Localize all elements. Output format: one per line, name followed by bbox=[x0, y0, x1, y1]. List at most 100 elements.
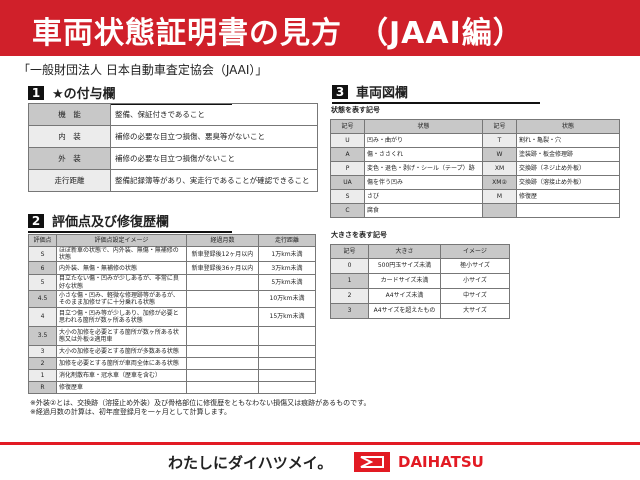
table-cell: 500円玉サイズ未満 bbox=[368, 258, 441, 274]
table-cell: 1 bbox=[330, 273, 369, 289]
section1-title: ★の付与欄 bbox=[52, 87, 116, 102]
table-row: S ほぼ新車の状態で、内外装、無傷・無補修の状態 新車登録後12ヶ月以内 1万km未満 bbox=[28, 245, 316, 263]
table-cell: 傷・ささくれ bbox=[364, 147, 483, 162]
row-text: 補修の必要な目立つ損傷がないこと bbox=[110, 147, 318, 170]
table-row: U 凹み・曲がり T 割れ・亀裂・穴 bbox=[330, 133, 620, 148]
table-cell bbox=[258, 325, 316, 346]
table-row: 6 内外装、無傷・無補修の状態 新車登録後36ヶ月以内 3万km未満 bbox=[28, 261, 316, 276]
table-cell bbox=[186, 344, 259, 358]
table-cell: 3 bbox=[330, 303, 369, 319]
table-row: 内 装補修の必要な目立つ損傷、悪臭等がないこと bbox=[28, 125, 318, 148]
table-cell: 加修を必要とする箇所が車両全体にある状態 bbox=[56, 356, 187, 370]
table-cell: 2 bbox=[330, 288, 369, 304]
row-text: 整備記録簿等があり、実走行であることが確認できること bbox=[110, 169, 318, 192]
state-symbols-title: 状態を表す記号 bbox=[331, 106, 380, 114]
section2-body: 評価点 評価点設定イメージ 経過月数 走行距離 S ほぼ新車の状態で、内外装、無傷… bbox=[28, 234, 628, 418]
table-cell: 大小の加修を必要とする箇所が数ヶ所ある状態又は外板②適用車 bbox=[56, 325, 187, 346]
table-cell bbox=[258, 344, 316, 358]
table-row: 0 500円玉サイズ未満 極小サイズ bbox=[330, 258, 510, 274]
table-cell: 傷を伴う凹み bbox=[364, 175, 483, 190]
table-cell: 修復歴車 bbox=[56, 380, 187, 394]
table-cell: 中サイズ bbox=[440, 288, 510, 304]
table-cell bbox=[258, 380, 316, 394]
table-row: UA 傷を伴う凹み XM② 交換跡（溶接止め外板） bbox=[330, 175, 620, 190]
row-label: 内 装 bbox=[28, 125, 111, 148]
slogan-logo: わたしにダイハツメイ。 bbox=[168, 454, 333, 472]
table-row: R 修復歴車 bbox=[28, 380, 316, 394]
table-cell: 修復歴 bbox=[516, 189, 620, 204]
table-cell: さび bbox=[364, 189, 483, 204]
table-row: A 傷・ささくれ W 塗装跡・板金修理跡 bbox=[330, 147, 620, 162]
state-symbols-table: 記号 状態 記号 状態 U 凹み・曲がり T 割れ・亀裂・穴 A 傷・ささくれ W 塗装跡・板… bbox=[330, 119, 620, 218]
brand-name: DAIHATSU bbox=[398, 453, 484, 471]
table-cell: 大小の加修を必要とする箇所が多数ある状態 bbox=[56, 344, 187, 358]
col-header: イメージ bbox=[440, 244, 510, 259]
table-row: S さび M 修復歴 bbox=[330, 189, 620, 204]
footnote: ※外装②とは、交換跡（溶接止め外装）及び骨格部位に修復歴をともなわない損傷又は痕… bbox=[30, 398, 371, 407]
table-cell: 極小サイズ bbox=[440, 258, 510, 274]
table-row: 4 目立つ傷・凹み等が少しあり、加修が必要と思われる箇所が数ヶ所ある状態 15万km… bbox=[28, 306, 316, 327]
section1-number: 1 bbox=[28, 85, 44, 100]
section3-body: 状態を表す記号 記号 状態 記号 状態 U 凹み・曲がり T 割れ・亀裂・穴 A 傷・ささ… bbox=[330, 105, 620, 319]
table-cell bbox=[516, 203, 620, 218]
table-row: 2 A4サイズ未満 中サイズ bbox=[330, 288, 510, 304]
table-cell: 凹み・曲がり bbox=[364, 133, 483, 148]
table-cell: 新車登録後36ヶ月以内 bbox=[186, 261, 259, 276]
table-cell: 消化剤散布車・冠水車（歴車を含む） bbox=[56, 368, 187, 382]
table-cell: S bbox=[330, 189, 365, 204]
table-cell: 4 bbox=[28, 306, 57, 327]
table-row: 4.5 小さな傷・凹み、軽微な修理跡等があるが、そのまま加修せずに十分乗れる状態 1… bbox=[28, 289, 316, 308]
section2-number: 2 bbox=[28, 213, 44, 228]
table-cell bbox=[258, 356, 316, 370]
grade-table: 評価点 評価点設定イメージ 経過月数 走行距離 S ほぼ新車の状態で、内外装、無傷… bbox=[28, 234, 316, 394]
table-cell: 6 bbox=[28, 261, 57, 276]
footnote: ※経過月数の計算は、初年度登録月を一ヶ月として計算します。 bbox=[30, 408, 231, 417]
star-table: 機 能整備、保証付きであること 内 装補修の必要な目立つ損傷、悪臭等がないこと … bbox=[28, 103, 318, 192]
col-header: 評価点 bbox=[28, 234, 57, 247]
table-cell: 3万km未満 bbox=[258, 261, 316, 276]
table-cell bbox=[258, 368, 316, 382]
table-cell: UA bbox=[330, 175, 365, 190]
section3-title: 車両図欄 bbox=[356, 86, 409, 101]
table-cell: R bbox=[28, 380, 57, 394]
daihatsu-logo-icon bbox=[354, 452, 390, 472]
table-cell: 5 bbox=[28, 274, 57, 291]
table-cell: 新車登録後12ヶ月以内 bbox=[186, 245, 259, 263]
col-header: 記号 bbox=[330, 119, 365, 134]
table-cell: 交換跡（ネジ止め外板） bbox=[516, 161, 620, 176]
table-cell: S bbox=[28, 245, 57, 263]
table-cell: 15万km未満 bbox=[258, 306, 316, 327]
table-cell: 3.5 bbox=[28, 325, 57, 346]
table-cell: 小サイズ bbox=[440, 273, 510, 289]
table-cell: 小さな傷・凹み、軽微な修理跡等があるが、そのまま加修せずに十分乗れる状態 bbox=[56, 289, 187, 308]
table-cell bbox=[482, 203, 517, 218]
table-row: 機 能整備、保証付きであること bbox=[28, 103, 318, 126]
table-row: 3.5 大小の加修を必要とする箇所が数ヶ所ある状態又は外板②適用車 bbox=[28, 325, 316, 346]
table-cell bbox=[186, 289, 259, 308]
table-cell: 大サイズ bbox=[440, 303, 510, 319]
footer-divider bbox=[0, 442, 640, 445]
row-text: 補修の必要な目立つ損傷、悪臭等がないこと bbox=[110, 125, 318, 148]
table-cell bbox=[186, 274, 259, 291]
table-cell: 1 bbox=[28, 368, 57, 382]
col-header: 記号 bbox=[482, 119, 517, 134]
table-cell: 10万km未満 bbox=[258, 289, 316, 308]
section1-heading: 1 ★の付与欄 bbox=[28, 83, 232, 105]
table-cell: 4.5 bbox=[28, 289, 57, 308]
col-header: 経過月数 bbox=[186, 234, 259, 247]
table-cell bbox=[186, 325, 259, 346]
table-cell bbox=[186, 368, 259, 382]
table-row: 3 大小の加修を必要とする箇所が多数ある状態 bbox=[28, 344, 316, 358]
table-cell: C bbox=[330, 203, 365, 218]
col-header: 評価点設定イメージ bbox=[56, 234, 187, 247]
section2-title: 評価点及び修復歴欄 bbox=[52, 215, 170, 230]
table-row: C 腐食 bbox=[330, 203, 620, 218]
row-text: 整備、保証付きであること bbox=[110, 103, 318, 126]
row-label: 走行距離 bbox=[28, 169, 111, 192]
col-header: 大きさ bbox=[368, 244, 441, 259]
table-cell: 3 bbox=[28, 344, 57, 358]
table-row: 1 消化剤散布車・冠水車（歴車を含む） bbox=[28, 368, 316, 382]
table-row: 3 A4サイズを超えたもの 大サイズ bbox=[330, 303, 510, 319]
table-row: 走行距離 整備記録簿等があり、実走行であることが確認できること bbox=[28, 169, 318, 192]
table-cell: W bbox=[482, 147, 517, 162]
